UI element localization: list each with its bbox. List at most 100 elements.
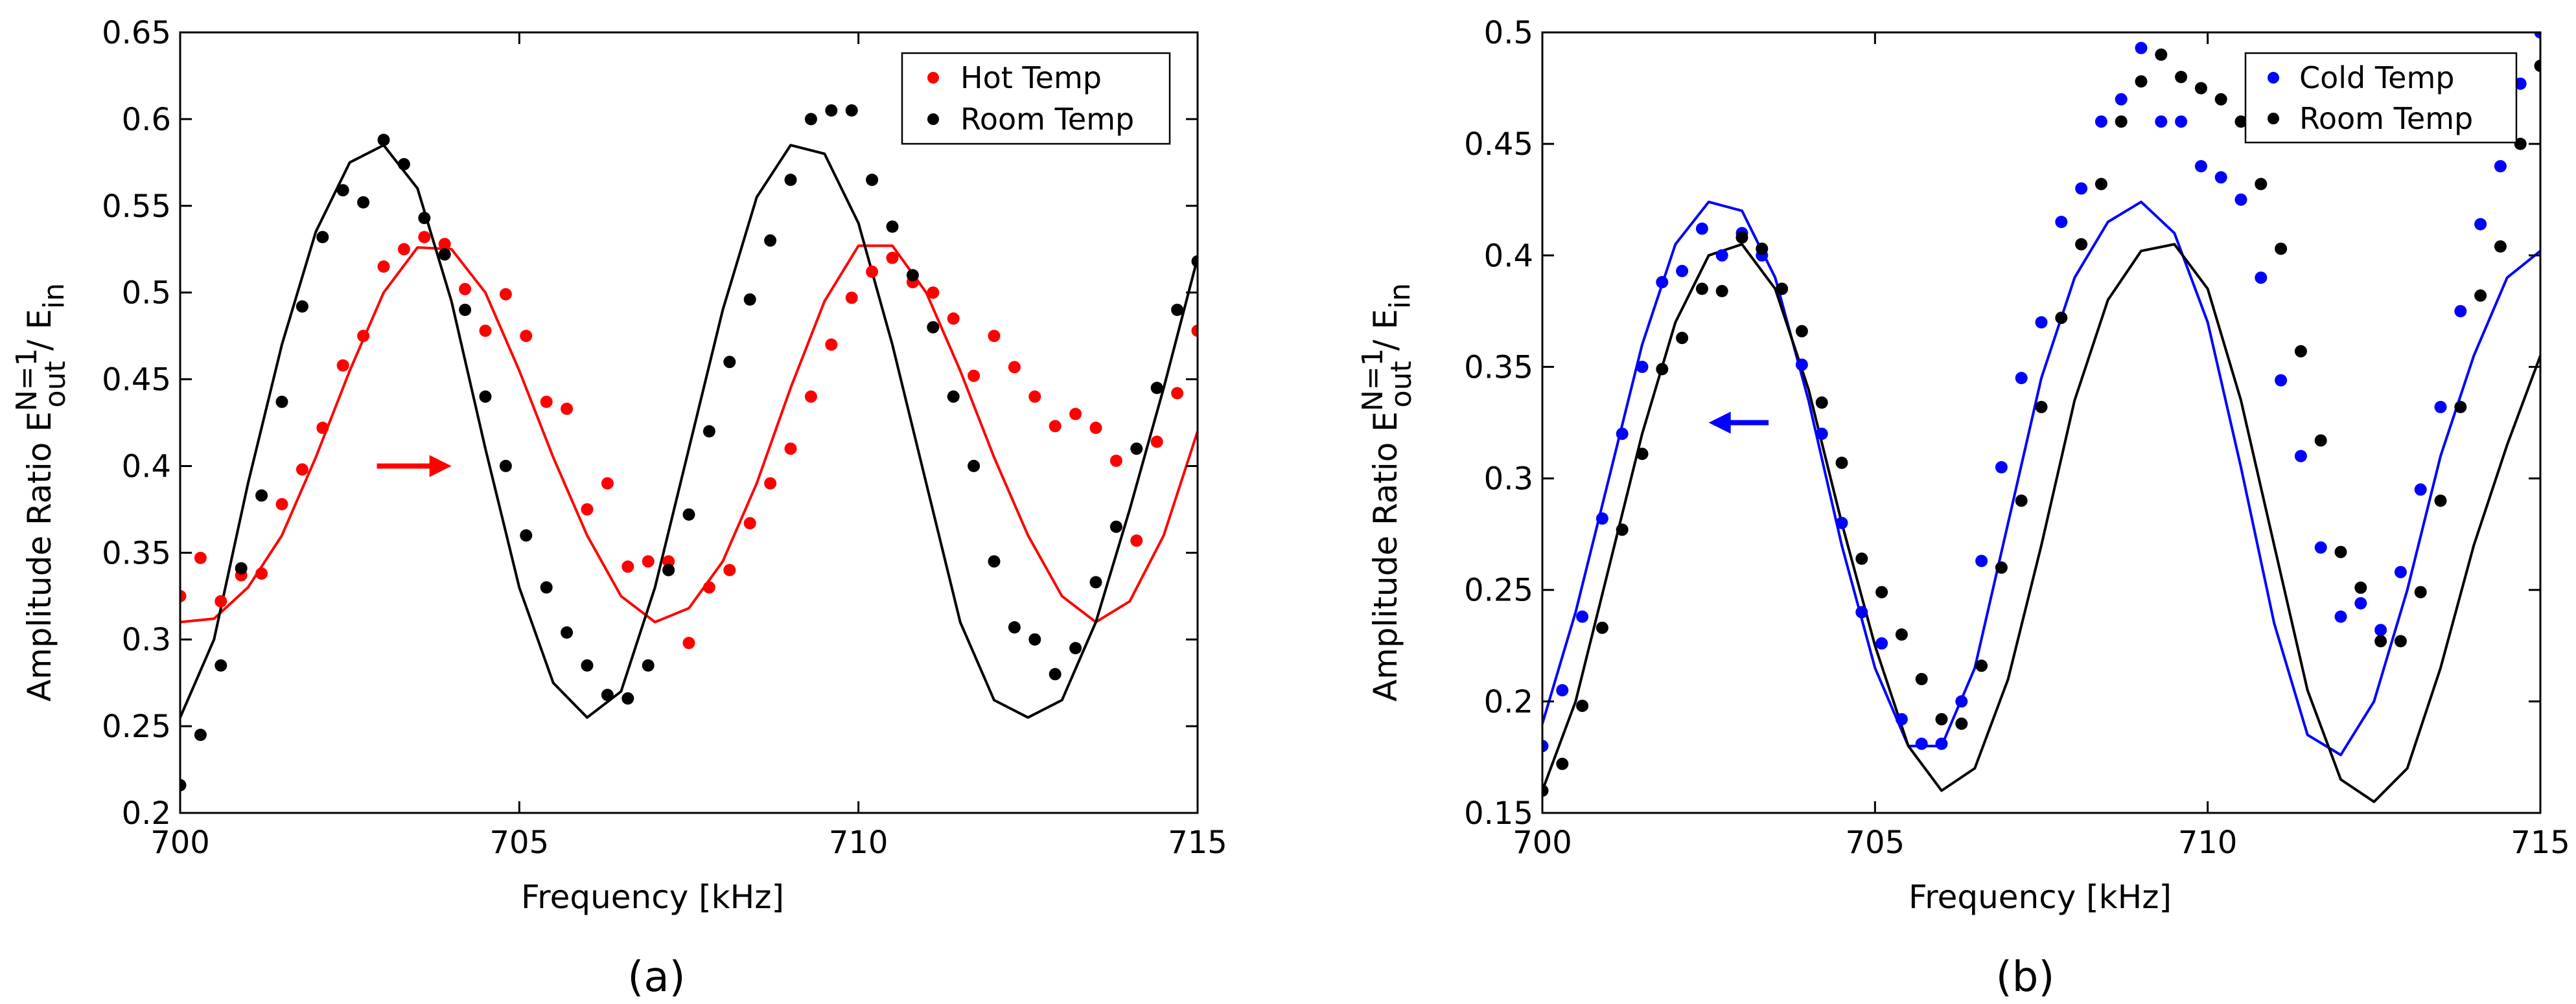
legend-label-cold-temp: Cold Temp bbox=[2299, 60, 2454, 95]
data-point-room-temp bbox=[2175, 71, 2188, 84]
data-point-room-temp bbox=[1815, 396, 1828, 409]
data-point-room-temp bbox=[1995, 561, 2008, 574]
y-tick-label: 0.5 bbox=[1484, 15, 1533, 51]
data-point-room-temp bbox=[520, 529, 533, 542]
data-point-cold-temp bbox=[2194, 160, 2207, 173]
fit-curve-cold-temp bbox=[1542, 200, 2540, 757]
data-point-cold-temp bbox=[1556, 684, 1569, 697]
arrow-head bbox=[1708, 411, 1731, 434]
data-point-hot-temp bbox=[845, 291, 858, 304]
arrow-head bbox=[429, 455, 452, 477]
data-point-room-temp bbox=[1049, 668, 1062, 681]
data-point-room-temp bbox=[1835, 457, 1848, 469]
data-point-cold-temp bbox=[2434, 400, 2447, 413]
data-point-room-temp bbox=[561, 626, 574, 639]
data-point-room-temp bbox=[723, 356, 736, 369]
data-point-room-temp bbox=[743, 293, 756, 306]
data-point-room-temp bbox=[1776, 282, 1789, 295]
data-point-cold-temp bbox=[2094, 115, 2107, 128]
data-point-room-temp bbox=[296, 300, 308, 313]
data-point-room-temp bbox=[906, 269, 919, 282]
data-point-room-temp bbox=[988, 555, 1001, 568]
y-axis-label-sub: out bbox=[39, 361, 72, 407]
data-point-hot-temp bbox=[702, 581, 715, 594]
data-point-room-temp bbox=[1542, 784, 1549, 797]
data-point-hot-temp bbox=[642, 555, 655, 568]
panel-a: 700 705 710 715 0.2 0.25 0.3 0.35 0.4 0.45 0.5 0.55… bbox=[10, 15, 1227, 1001]
data-point-cold-temp bbox=[1875, 637, 1888, 650]
data-point-room-temp bbox=[866, 174, 879, 187]
x-tick-label: 705 bbox=[1846, 825, 1905, 861]
data-point-hot-temp bbox=[479, 325, 492, 337]
data-point-cold-temp bbox=[1915, 737, 1928, 750]
data-point-cold-temp bbox=[2214, 171, 2227, 184]
legend-marker-room-temp bbox=[927, 113, 939, 125]
data-point-room-temp bbox=[1171, 303, 1184, 316]
data-point-hot-temp bbox=[1130, 534, 1143, 547]
data-point-room-temp bbox=[2334, 545, 2347, 558]
data-point-cold-temp bbox=[2474, 218, 2487, 231]
data-point-hot-temp bbox=[886, 251, 899, 264]
data-point-hot-temp bbox=[180, 589, 187, 602]
data-point-room-temp bbox=[459, 303, 472, 316]
data-point-room-temp bbox=[2234, 115, 2247, 128]
data-point-room-temp bbox=[2214, 93, 2227, 106]
data-point-cold-temp bbox=[2494, 160, 2507, 173]
y-axis-label-sub2: in bbox=[38, 283, 71, 309]
data-point-hot-temp bbox=[520, 330, 533, 343]
y-tick-label: 0.6 bbox=[122, 102, 171, 138]
data-point-room-temp bbox=[2275, 242, 2288, 255]
data-point-hot-temp bbox=[866, 266, 879, 278]
data-point-cold-temp bbox=[2255, 271, 2268, 284]
data-point-hot-temp bbox=[1191, 325, 1198, 337]
fit-curve-room-temp bbox=[1542, 243, 2540, 803]
data-point-hot-temp bbox=[682, 637, 695, 650]
data-point-hot-temp bbox=[1049, 420, 1062, 433]
y-tick-label: 0.15 bbox=[1464, 795, 1533, 832]
y-axis-label-sup: N=1 bbox=[1356, 348, 1389, 411]
data-point-hot-temp bbox=[499, 288, 512, 301]
data-point-cold-temp bbox=[2055, 216, 2068, 229]
data-point-room-temp bbox=[662, 564, 675, 576]
data-point-room-temp bbox=[1695, 282, 1708, 295]
legend-label-room-temp: Room Temp bbox=[960, 102, 1134, 137]
data-point-room-temp bbox=[194, 729, 207, 741]
data-point-cold-temp bbox=[1815, 428, 1828, 440]
data-point-room-temp bbox=[540, 581, 553, 594]
data-point-room-temp bbox=[642, 659, 655, 672]
legend: Hot Temp Room Temp bbox=[901, 52, 1171, 145]
data-point-room-temp bbox=[1855, 553, 1868, 565]
data-point-hot-temp bbox=[357, 330, 370, 343]
data-point-room-temp bbox=[2314, 434, 2327, 447]
data-point-cold-temp bbox=[1975, 554, 1988, 567]
y-tick-label: 0.2 bbox=[122, 795, 171, 832]
data-point-room-temp bbox=[2474, 289, 2487, 302]
data-point-room-temp bbox=[2434, 494, 2447, 507]
data-point-hot-temp bbox=[1171, 387, 1184, 400]
data-point-room-temp bbox=[1715, 284, 1728, 297]
data-point-cold-temp bbox=[1995, 461, 2008, 473]
data-point-cold-temp bbox=[2234, 193, 2247, 206]
data-point-room-temp bbox=[1150, 382, 1163, 394]
x-axis-label: Frequency [kHz] bbox=[1909, 878, 2172, 916]
plot-frame bbox=[1541, 31, 2542, 814]
data-point-room-temp bbox=[825, 104, 838, 117]
data-point-room-temp bbox=[1576, 700, 1589, 713]
data-point-hot-temp bbox=[968, 369, 981, 382]
x-tick-label: 705 bbox=[490, 825, 550, 861]
data-point-hot-temp bbox=[927, 286, 940, 299]
x-tick-label: 710 bbox=[829, 825, 888, 861]
legend-label-room-temp: Room Temp bbox=[2299, 101, 2473, 136]
data-point-room-temp bbox=[1636, 448, 1649, 461]
data-point-room-temp bbox=[1915, 672, 1928, 685]
y-axis-label-sub: out bbox=[1385, 361, 1418, 407]
data-point-hot-temp bbox=[438, 238, 451, 251]
data-point-room-temp bbox=[1895, 628, 1908, 641]
data-point-room-temp bbox=[804, 113, 817, 126]
data-point-room-temp bbox=[2454, 400, 2467, 413]
data-point-cold-temp bbox=[2275, 374, 2288, 387]
panel-caption: (b) bbox=[1996, 953, 2055, 1001]
x-tick-label: 700 bbox=[1513, 825, 1572, 861]
data-point-hot-temp bbox=[804, 390, 817, 403]
data-point-room-temp bbox=[2294, 345, 2307, 358]
